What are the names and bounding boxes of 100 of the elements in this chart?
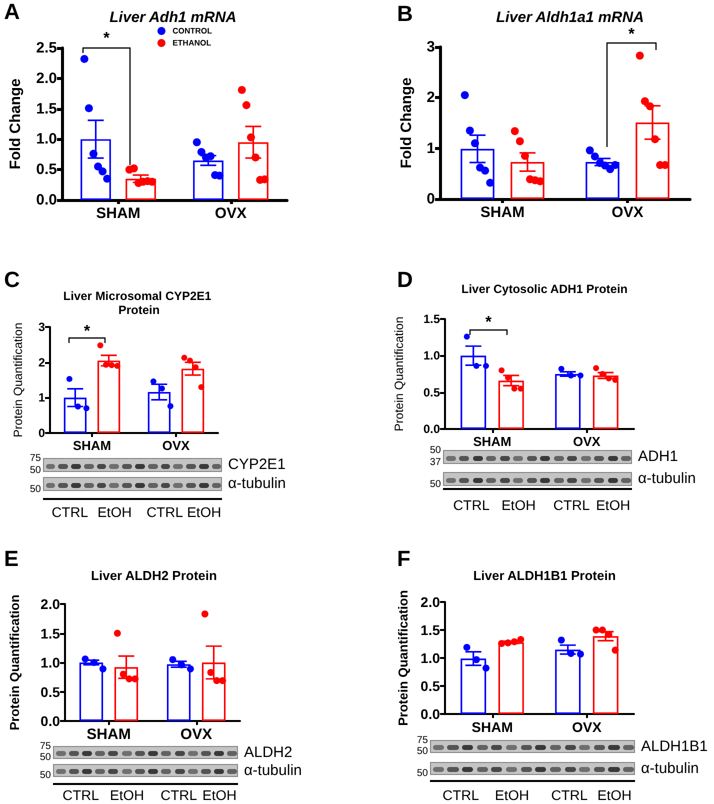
text: EtOH — [597, 787, 632, 803]
y-tick-label: 1.5 — [420, 622, 440, 638]
text: EtOH — [202, 787, 237, 803]
x-tick-label: OVX — [612, 204, 644, 221]
x-tick-label: SHAM — [96, 205, 140, 222]
y-axis-title: Fold Change — [7, 78, 24, 170]
y-tick-label: 0.0 — [40, 713, 60, 729]
x-tick-label: SHAM — [72, 438, 112, 453]
y-tick-label: 2.0 — [420, 594, 440, 610]
x-tick-label: SHAM — [86, 726, 131, 743]
annotation: * — [484, 314, 493, 331]
text: * — [627, 26, 636, 43]
text: α-tubulin — [638, 470, 696, 487]
chart-title: Liver Aldh1a1 mRNA — [496, 9, 644, 26]
y-tick-label: 1.0 — [40, 654, 60, 670]
text: 50 — [428, 479, 441, 490]
chart-title: Liver Microsomal CYP2E1 Protein — [63, 289, 215, 317]
text: CTRL — [146, 504, 183, 520]
y-axis-title: Protein Quantification — [392, 316, 406, 432]
text: ALDH1B1 — [641, 738, 708, 754]
y-tick-label: 3 — [38, 320, 46, 334]
text: E — [4, 546, 19, 571]
y-tick-label: 0.5 — [40, 684, 60, 700]
text: CTRL — [551, 787, 588, 803]
x-tick-label: OVX — [573, 434, 601, 449]
y-tick-label: 1 — [426, 140, 435, 157]
text: EtOH — [97, 504, 132, 520]
y-tick-label: 2.5 — [36, 40, 57, 56]
annotation: * — [82, 323, 92, 340]
y-tick-label: 2.0 — [40, 596, 60, 612]
chart-title: Liver Adh1 mRNA — [110, 9, 236, 26]
y-tick-label: 1.5 — [423, 312, 440, 326]
y-tick-label: 0.5 — [420, 678, 440, 694]
text: EtOH — [494, 787, 530, 803]
text: EtOH — [500, 497, 537, 513]
y-tick-label: 3 — [426, 38, 435, 56]
text: α-tubulin — [641, 760, 699, 776]
y-tick-label: 2.0 — [36, 70, 57, 87]
text: 50 — [28, 465, 41, 476]
y-tick-label: 2 — [38, 355, 46, 370]
text: C — [4, 267, 20, 292]
y-tick-label: 0 — [38, 426, 46, 440]
text: CYP2E1 — [228, 456, 286, 473]
text: F — [397, 546, 410, 571]
y-tick-label: 1.5 — [40, 625, 60, 642]
text: 50 — [38, 752, 51, 763]
text: B — [397, 1, 413, 26]
y-tick-label: 0.0 — [420, 706, 440, 722]
y-tick-label: 1.0 — [420, 650, 440, 666]
text: 37 — [428, 457, 441, 468]
legend-label: ETHANOL — [172, 38, 212, 48]
y-tick-label: 0.0 — [423, 422, 440, 436]
text: CTRL — [452, 497, 491, 513]
y-tick-label: 1.0 — [36, 130, 57, 148]
text: α-tubulin — [228, 475, 286, 492]
text: CTRL — [441, 787, 480, 803]
y-tick-label: 1.5 — [36, 100, 57, 118]
x-tick-label: OVX — [180, 726, 212, 743]
text: CTRL — [52, 504, 88, 520]
y-tick-label: 0.5 — [36, 161, 57, 178]
text: 50 — [38, 770, 51, 781]
x-tick-label: OVX — [214, 205, 247, 222]
text: ALDH2 — [244, 744, 292, 760]
y-tick-label: 0 — [426, 190, 435, 208]
text: CTRL — [61, 787, 100, 803]
y-axis-title: Protein Quantification — [7, 594, 22, 730]
x-tick-label: SHAM — [472, 719, 513, 735]
text: α-tubulin — [244, 762, 302, 778]
text: CTRL — [553, 497, 590, 513]
x-tick-label: SHAM — [480, 204, 525, 221]
text: EtOH — [596, 497, 630, 513]
x-tick-label: OVX — [572, 719, 602, 735]
text: 50 — [28, 484, 41, 495]
text: 50 — [416, 768, 428, 779]
text: CTRL — [160, 787, 198, 803]
text: A — [4, 0, 20, 24]
text: * — [102, 30, 111, 47]
text: 50 — [416, 746, 428, 757]
y-tick-label: 0.0 — [36, 192, 57, 208]
text: ADH1 — [638, 448, 678, 465]
text: EtOH — [186, 504, 222, 520]
y-axis-title: Protein Quantification — [11, 322, 25, 438]
text: D — [397, 267, 413, 292]
text: 75 — [28, 453, 41, 464]
legend-label: CONTROL — [172, 26, 212, 36]
chart-title: Liver ALDH2 Protein — [91, 568, 218, 583]
chart-title: Liver ALDH1B1 Protein — [473, 568, 616, 583]
text: 75 — [416, 735, 428, 746]
x-tick-label: OVX — [162, 438, 190, 453]
y-axis-title: Fold Change — [398, 78, 415, 168]
y-tick-label: 2 — [426, 89, 435, 106]
chart-title: Liver Cytosolic ADH1 Protein — [461, 282, 628, 296]
x-tick-label: SHAM — [473, 434, 512, 449]
y-tick-label: 0.5 — [423, 385, 440, 400]
y-tick-label: 1 — [38, 390, 46, 405]
text: 50 — [428, 445, 441, 456]
y-tick-label: 1.0 — [423, 348, 440, 363]
text: 75 — [38, 741, 51, 752]
text: EtOH — [110, 787, 144, 803]
y-axis-title: Protein Quantification — [396, 590, 411, 726]
